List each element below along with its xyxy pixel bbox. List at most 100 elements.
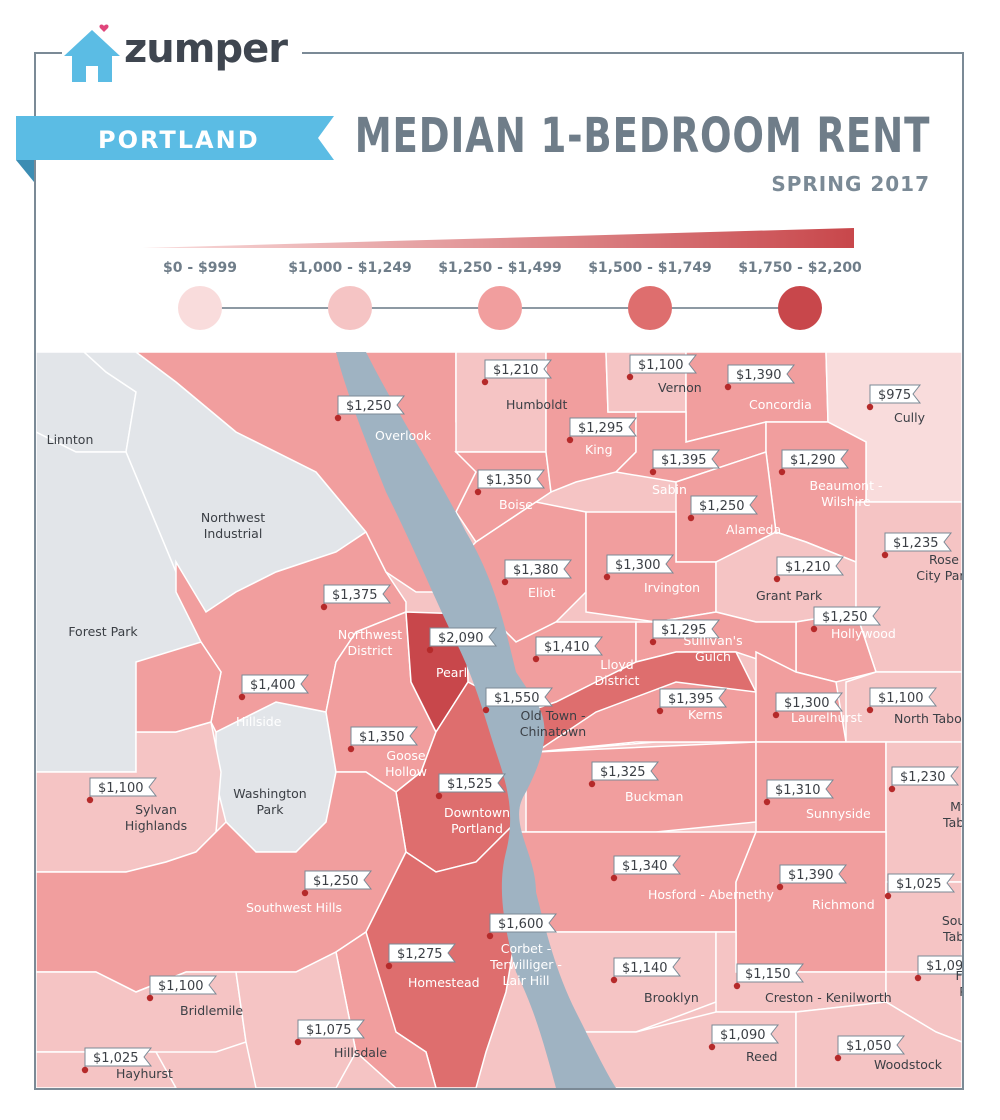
- location-pin: [610, 976, 618, 984]
- neighborhood-name: Woodstock: [874, 1057, 943, 1072]
- neighborhood-name: Cully: [894, 410, 926, 425]
- price-label: $1,235: [893, 536, 939, 551]
- price-label: $1,390: [788, 868, 834, 883]
- price-label: $1,150: [745, 967, 791, 982]
- neighborhood-map: Linnton Northwest Industrial Forest Park Was…: [36, 352, 962, 1088]
- neighborhood-marker: $1,340 Hosford - Abernethy: [610, 855, 774, 902]
- neighborhood-marker: $975 Cully: [866, 384, 926, 425]
- location-pin: [532, 655, 540, 663]
- neighborhood-name: Hayhurst: [116, 1066, 173, 1081]
- neighborhood-name: Hillsdale: [334, 1045, 387, 1060]
- area-north-tabor: [845, 671, 962, 743]
- price-label: $1,310: [775, 783, 821, 798]
- area-name: Washington Park: [233, 786, 306, 817]
- price-label: $1,290: [790, 453, 836, 468]
- location-pin: [914, 974, 922, 982]
- price-label: $1,275: [397, 947, 443, 962]
- neighborhood-marker: $1,310 Sunnyside: [763, 779, 871, 821]
- price-label: $1,250: [346, 399, 392, 414]
- neighborhood-marker: $1,300 Irvington: [603, 554, 700, 595]
- neighborhood-marker: $1,230 Mt.Tabor: [888, 766, 962, 830]
- price-label: $1,340: [622, 859, 668, 874]
- location-pin: [772, 711, 780, 719]
- location-pin: [474, 488, 482, 496]
- location-pin: [649, 638, 657, 646]
- neighborhood-marker: $1,210 Humboldt: [481, 359, 567, 412]
- legend-swatch: [778, 286, 822, 330]
- area-buckman: [525, 741, 757, 833]
- price-label: $1,250: [313, 874, 359, 889]
- neighborhood-name: Grant Park: [756, 588, 823, 603]
- neighborhood-marker: $1,275 Homestead: [385, 943, 480, 990]
- area-name: Northwest Industrial: [201, 510, 265, 541]
- neighborhood-marker: $1,390 Concordia: [724, 364, 812, 412]
- page-title: MEDIAN 1-BEDROOM RENT: [354, 108, 930, 164]
- neighborhood-name: Laurelhurst: [791, 710, 862, 725]
- neighborhood-name: Kerns: [688, 707, 723, 722]
- price-label: $1,295: [578, 421, 624, 436]
- neighborhood-marker: $1,025 SouthTabor: [884, 873, 962, 944]
- neighborhood-name: Old Town -Chinatown: [520, 708, 586, 739]
- location-pin: [81, 1066, 89, 1074]
- area-rose-city-park: [855, 501, 962, 673]
- location-pin: [146, 994, 154, 1002]
- location-pin: [778, 468, 786, 476]
- city-name: PORTLAND: [98, 126, 260, 154]
- location-pin: [773, 575, 781, 583]
- neighborhood-name: Humboldt: [506, 397, 567, 412]
- location-pin: [347, 745, 355, 753]
- price-label: $1,400: [250, 678, 296, 693]
- location-pin: [649, 468, 657, 476]
- neighborhood-name: King: [585, 442, 613, 457]
- neighborhood-marker: $1,075 Hillsdale: [294, 1019, 387, 1060]
- neighborhood-name: Hosford - Abernethy: [648, 887, 774, 902]
- price-label: $1,600: [498, 917, 544, 932]
- location-pin: [834, 1054, 842, 1062]
- location-pin: [733, 982, 741, 990]
- legend-swatch: [328, 286, 372, 330]
- legend-label: $1,000 - $1,249: [288, 260, 412, 276]
- legend-swatch: [178, 286, 222, 330]
- location-pin: [626, 373, 634, 381]
- location-pin: [238, 693, 246, 701]
- price-label: $1,295: [661, 623, 707, 638]
- brand-name: zumper: [124, 26, 288, 72]
- location-pin: [294, 1038, 302, 1046]
- legend-label: $1,250 - $1,499: [438, 260, 562, 276]
- location-pin: [776, 883, 784, 891]
- neighborhood-name: Vernon: [658, 380, 702, 395]
- neighborhood-name: Boise: [499, 497, 533, 512]
- poster-frame: [34, 52, 964, 1090]
- neighborhood-name: Bridlemile: [180, 1003, 243, 1018]
- area-hillside: [135, 641, 222, 733]
- price-label: $1,250: [822, 610, 868, 625]
- neighborhood-name: Goose Hollow: [385, 748, 427, 779]
- neighborhood-name: Southwest Hills: [246, 900, 342, 915]
- price-label: $1,100: [98, 781, 144, 796]
- willamette-river: [336, 352, 616, 1088]
- neighborhood-name: Creston - Kenilworth: [765, 990, 892, 1005]
- neighborhood-name: Reed: [746, 1049, 777, 1064]
- location-pin: [724, 383, 732, 391]
- location-pin: [888, 785, 896, 793]
- ribbon-shape: [16, 116, 334, 182]
- neighborhood-marker: $1,600 Corbet -Terwilliger -Lair Hill: [486, 913, 562, 988]
- neighborhood-marker: $1,150 Creston - Kenilworth: [733, 963, 892, 1005]
- location-pin: [334, 414, 342, 422]
- price-label: $1,140: [622, 961, 668, 976]
- price-label: $1,100: [638, 358, 684, 373]
- neighborhood-marker: $1,350 Boise: [474, 469, 546, 512]
- neighborhood-name: Northwest District: [338, 627, 402, 658]
- neighborhood-marker: $1,400 Hillside: [236, 674, 310, 729]
- legend-label: $0 - $999: [162, 260, 237, 276]
- legend-label: $1,750 - $2,200: [738, 260, 862, 276]
- area-name: Forest Park: [68, 624, 138, 639]
- price-label: $1,350: [359, 730, 405, 745]
- location-pin: [301, 889, 309, 897]
- location-pin: [566, 436, 574, 444]
- price-label: $1,210: [785, 560, 831, 575]
